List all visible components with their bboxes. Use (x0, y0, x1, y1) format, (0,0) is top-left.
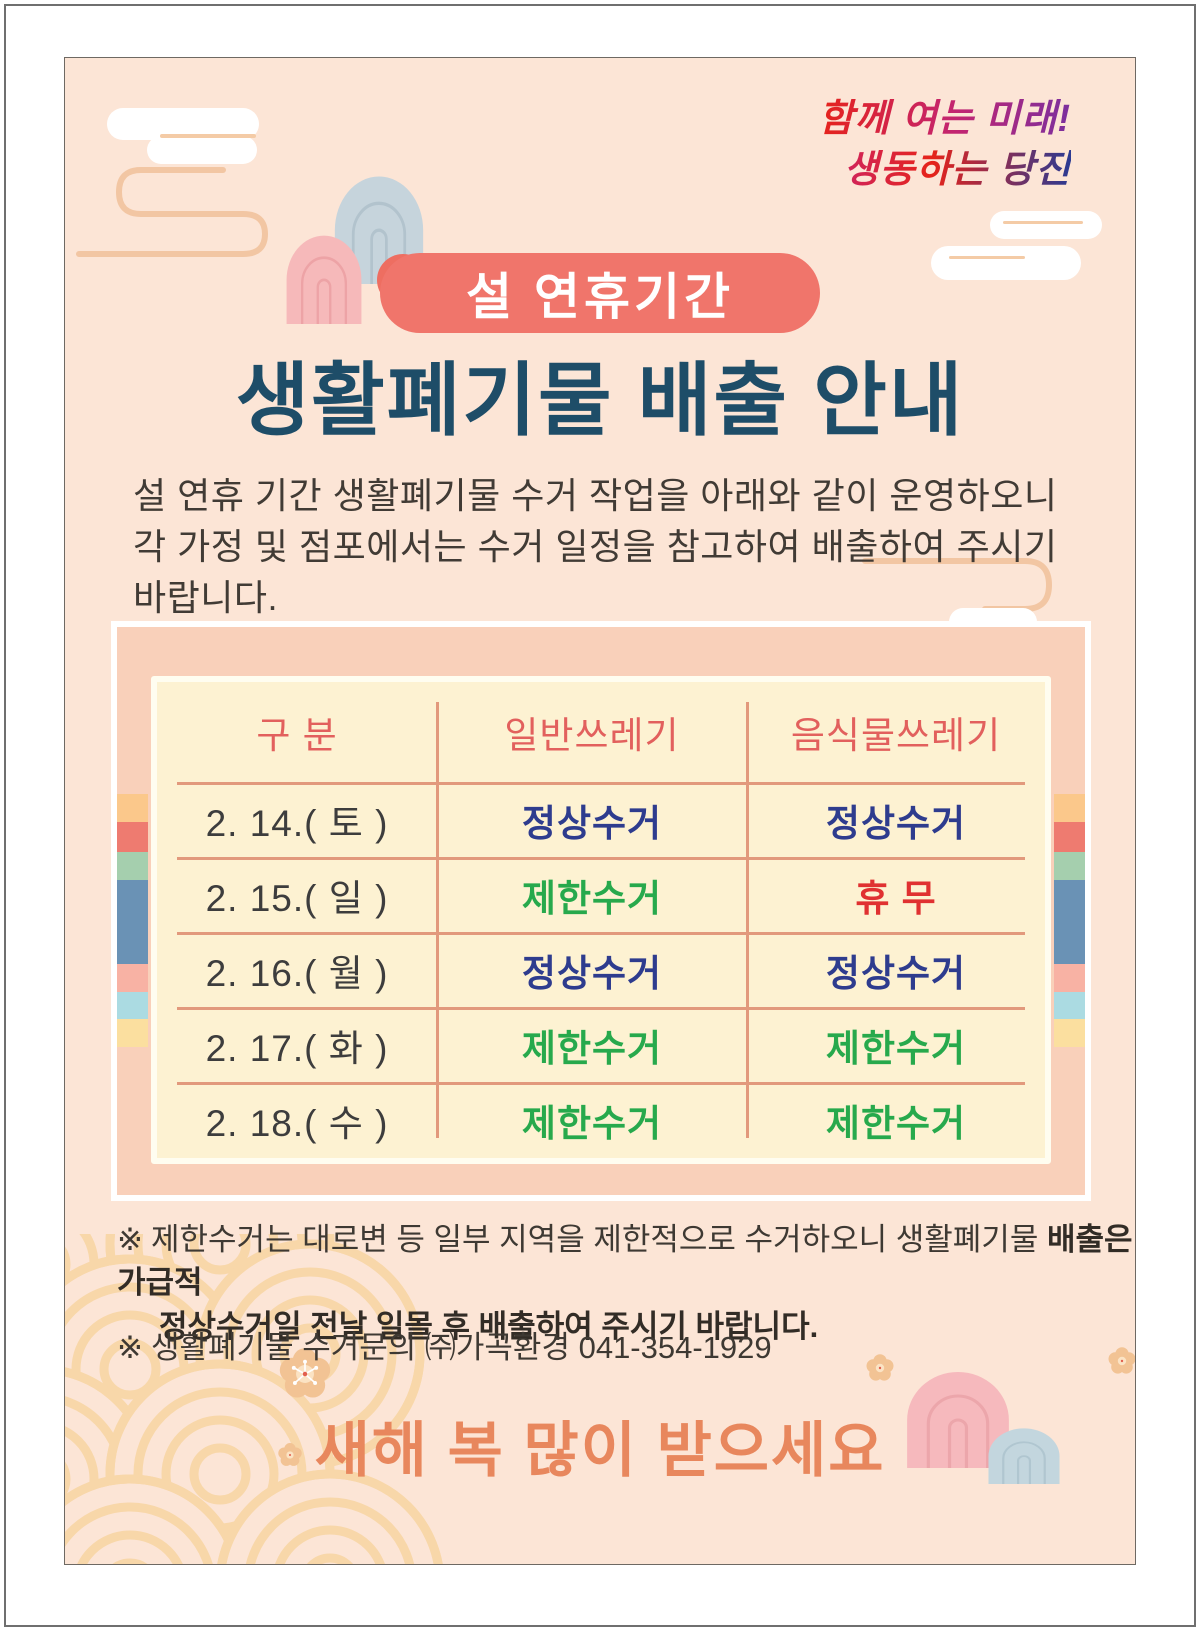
intro-paragraph: 설 연휴 기간 생활폐기물 수거 작업을 아래와 같이 운영하오니 각 가정 및… (133, 470, 1058, 623)
note1-normal-text: 제한수거는 대로변 등 일부 지역을 제한적으로 수거하오니 생활폐기물 (150, 1222, 1047, 1257)
column-header-category: 구 분 (256, 715, 338, 756)
cloud-tail-swirl (76, 167, 269, 257)
column-header-food-waste: 음식물쓰레기 (790, 715, 1002, 756)
intro-line: 각 가정 및 점포에서는 수거 일정을 참고하여 배출하여 주시기 (133, 526, 1058, 568)
intro-line: 바랍니다. (133, 577, 278, 619)
note1-line2: 정상수거일 전날 일몰 후 배출하여 주시기 바랍니다. (117, 1305, 1135, 1348)
plum-blossom-icon (279, 1348, 331, 1398)
slogan-line-2: 생동하는 당진 (818, 145, 1071, 196)
table-cell-status: 정상수거 (521, 952, 663, 994)
poster-content: 함께 여는 미래! 생동하는 당진 설 연휴기간 생활폐기물 배출 안내 설 연… (64, 57, 1136, 1565)
table-cell-status: 정상수거 (825, 802, 967, 844)
table-cell-status: 제한수거 (825, 1102, 967, 1144)
cloud-icon (990, 211, 1102, 239)
wave-pattern-decoration (65, 1234, 443, 1564)
note1-bold-line2: 정상수거일 전날 일몰 후 배출하여 주시기 바랍니다. (159, 1308, 819, 1344)
table-row-date: 2. 17.( 화 ) (205, 1027, 389, 1069)
table-grid-line (436, 702, 439, 1138)
table-grid-line (177, 1007, 1025, 1010)
city-slogan: 함께 여는 미래! 생동하는 당진 (818, 94, 1071, 197)
plum-blossom-icon (866, 1354, 894, 1381)
cloud-icon (147, 136, 257, 164)
slogan-line-1: 함께 여는 미래! (818, 94, 1071, 145)
note-limited-collection: ※ 제한수거는 대로변 등 일부 지역을 제한적으로 수거하오니 생활폐기물 배출… (117, 1218, 1135, 1348)
rainbow-arch-blue-icon (988, 1428, 1060, 1484)
table-cell-status: 정상수거 (521, 802, 663, 844)
table-row-date: 2. 18.( 수 ) (205, 1102, 389, 1144)
cloud-detail-line (160, 134, 256, 138)
cloud-detail-line (949, 256, 1025, 259)
cloud-icon (931, 246, 1081, 280)
color-strip-right (1054, 627, 1085, 1195)
cloud-detail-line (1003, 221, 1083, 224)
holiday-period-badge: 설 연휴기간 (380, 253, 820, 333)
reference-mark: ※ (117, 1330, 143, 1365)
page-title: 생활폐기물 배출 안내 (235, 356, 965, 445)
new-year-greeting: 새해 복 많이 받으세요 (314, 1417, 886, 1484)
table-cell-status: 제한수거 (825, 1027, 967, 1069)
column-header-general-waste: 일반쓰레기 (504, 715, 680, 756)
rainbow-arch-pink-icon (907, 1372, 1009, 1468)
table-cell-status: 제한수거 (521, 1027, 663, 1069)
plum-blossom-icon (1108, 1347, 1135, 1374)
table-cell-status: 휴 무 (855, 877, 937, 919)
table-grid-line (177, 857, 1025, 860)
table-cell-status: 정상수거 (825, 952, 967, 994)
schedule-panel: 구 분 일반쓰레기 음식물쓰레기 2. 14.( 토 ) 정상수거 정상수거 2… (111, 621, 1091, 1201)
holiday-period-badge-label: 설 연휴기간 (466, 269, 734, 325)
note1-bold-text: 배출은 가급적 (117, 1222, 1133, 1301)
note-contact: ※ 생활폐기물 수거문의 ㈜가곡환경 041-354-1929 (117, 1326, 772, 1369)
table-grid-line (177, 1082, 1025, 1085)
table-cell-status: 제한수거 (521, 1102, 663, 1144)
reference-mark: ※ (117, 1222, 143, 1257)
table-grid-line (746, 702, 749, 1138)
table-row-date: 2. 16.( 월 ) (205, 952, 389, 994)
table-row-date: 2. 15.( 일 ) (205, 877, 389, 919)
table-row-date: 2. 14.( 토 ) (205, 802, 389, 844)
table-cell-status: 제한수거 (521, 877, 663, 919)
contact-text: 생활폐기물 수거문의 ㈜가곡환경 041-354-1929 (150, 1330, 772, 1365)
schedule-table: 구 분 일반쓰레기 음식물쓰레기 2. 14.( 토 ) 정상수거 정상수거 2… (151, 676, 1051, 1164)
rainbow-arch-pink-icon (286, 235, 362, 324)
plum-blossom-icon (278, 1443, 302, 1466)
table-grid-line (177, 782, 1025, 785)
note1-line1: ※ 제한수거는 대로변 등 일부 지역을 제한적으로 수거하오니 생활폐기물 배출… (117, 1218, 1135, 1305)
table-grid-line (177, 932, 1025, 935)
intro-line: 설 연휴 기간 생활폐기물 수거 작업을 아래와 같이 운영하오니 (133, 475, 1058, 516)
color-strip-left (117, 627, 148, 1195)
